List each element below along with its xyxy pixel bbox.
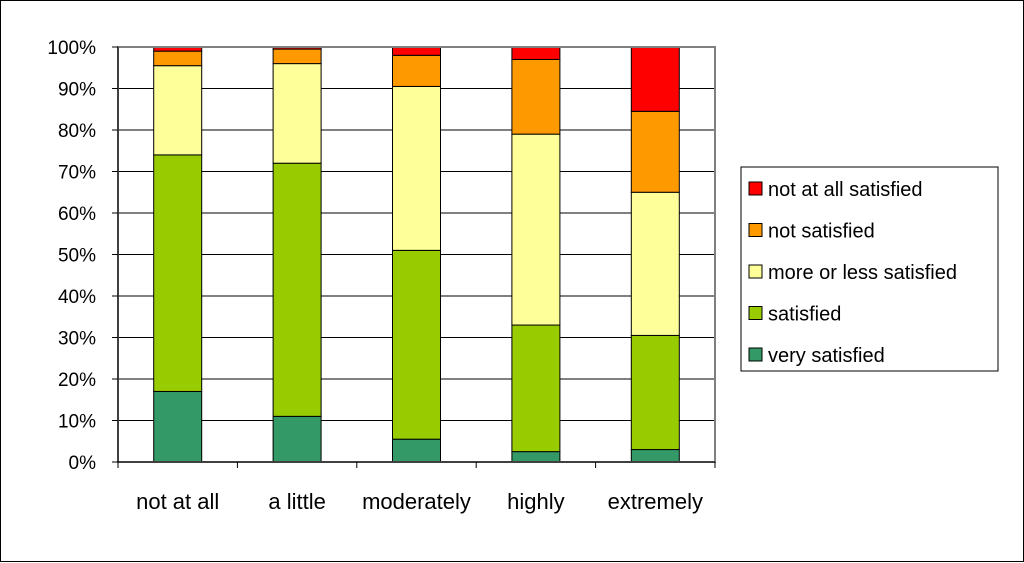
y-tick-label: 30%	[58, 329, 96, 350]
legend: not at all satisfied not satisfied more or…	[740, 166, 999, 372]
bar-segment	[511, 46, 561, 60]
bar-segment	[630, 110, 680, 193]
axes	[112, 46, 716, 468]
bar-segment	[511, 133, 561, 326]
x-category-label: a little	[268, 489, 325, 514]
y-tick-label: 20%	[58, 370, 96, 391]
bar-segment	[272, 48, 322, 65]
bar-segment	[153, 50, 203, 67]
bar-segment	[630, 334, 680, 451]
y-tick-label: 60%	[58, 204, 96, 225]
y-tick-label: 80%	[58, 121, 96, 142]
x-category-label: moderately	[362, 489, 471, 514]
bar-segment	[153, 65, 203, 156]
bar-segment	[392, 54, 441, 87]
legend-label: not satisfied	[768, 221, 875, 243]
legend-label: very satisfied	[768, 345, 885, 367]
bar-segment	[272, 162, 322, 417]
bar-segment	[630, 46, 680, 112]
bars	[153, 46, 680, 463]
x-category-label: not at all	[136, 489, 219, 514]
bar-segment	[630, 191, 680, 336]
bar-segment	[511, 58, 561, 135]
bar-segment	[392, 249, 441, 440]
bar-segment	[272, 415, 322, 463]
bar-segment	[392, 85, 441, 251]
bar-segment	[392, 438, 441, 463]
bar-segment	[511, 451, 561, 463]
legend-label: satisfied	[768, 304, 841, 326]
bar-segment	[153, 390, 203, 463]
bar-segment	[272, 63, 322, 164]
bar-segment	[392, 46, 441, 56]
legend-swatch	[748, 347, 763, 362]
y-tick-label: 100%	[47, 38, 96, 59]
legend-box	[740, 166, 999, 372]
legend-label: more or less satisfied	[768, 262, 957, 284]
y-tick-labels: 0% 10% 20% 30% 40% 50% 60% 70% 80% 90% 100%	[47, 38, 96, 474]
x-category-labels: not at all a little moderately highly extrem…	[136, 489, 703, 514]
y-tick-label: 10%	[58, 412, 96, 433]
bar-segment	[153, 154, 203, 392]
y-tick-label: 50%	[58, 246, 96, 267]
x-category-label: highly	[507, 489, 564, 514]
y-tick-label: 90%	[58, 80, 96, 101]
legend-swatch	[748, 181, 763, 196]
bar-segment	[511, 324, 561, 453]
y-tick-label: 40%	[58, 287, 96, 308]
legend-swatch	[748, 264, 763, 279]
x-category-label: extremely	[608, 489, 703, 514]
legend-swatch	[748, 306, 763, 320]
legend-swatch	[748, 223, 763, 237]
legend-label: not at all satisfied	[768, 179, 923, 201]
bar-segment	[630, 449, 680, 463]
y-tick-label: 0%	[69, 453, 97, 474]
y-tick-label: 70%	[58, 163, 96, 184]
